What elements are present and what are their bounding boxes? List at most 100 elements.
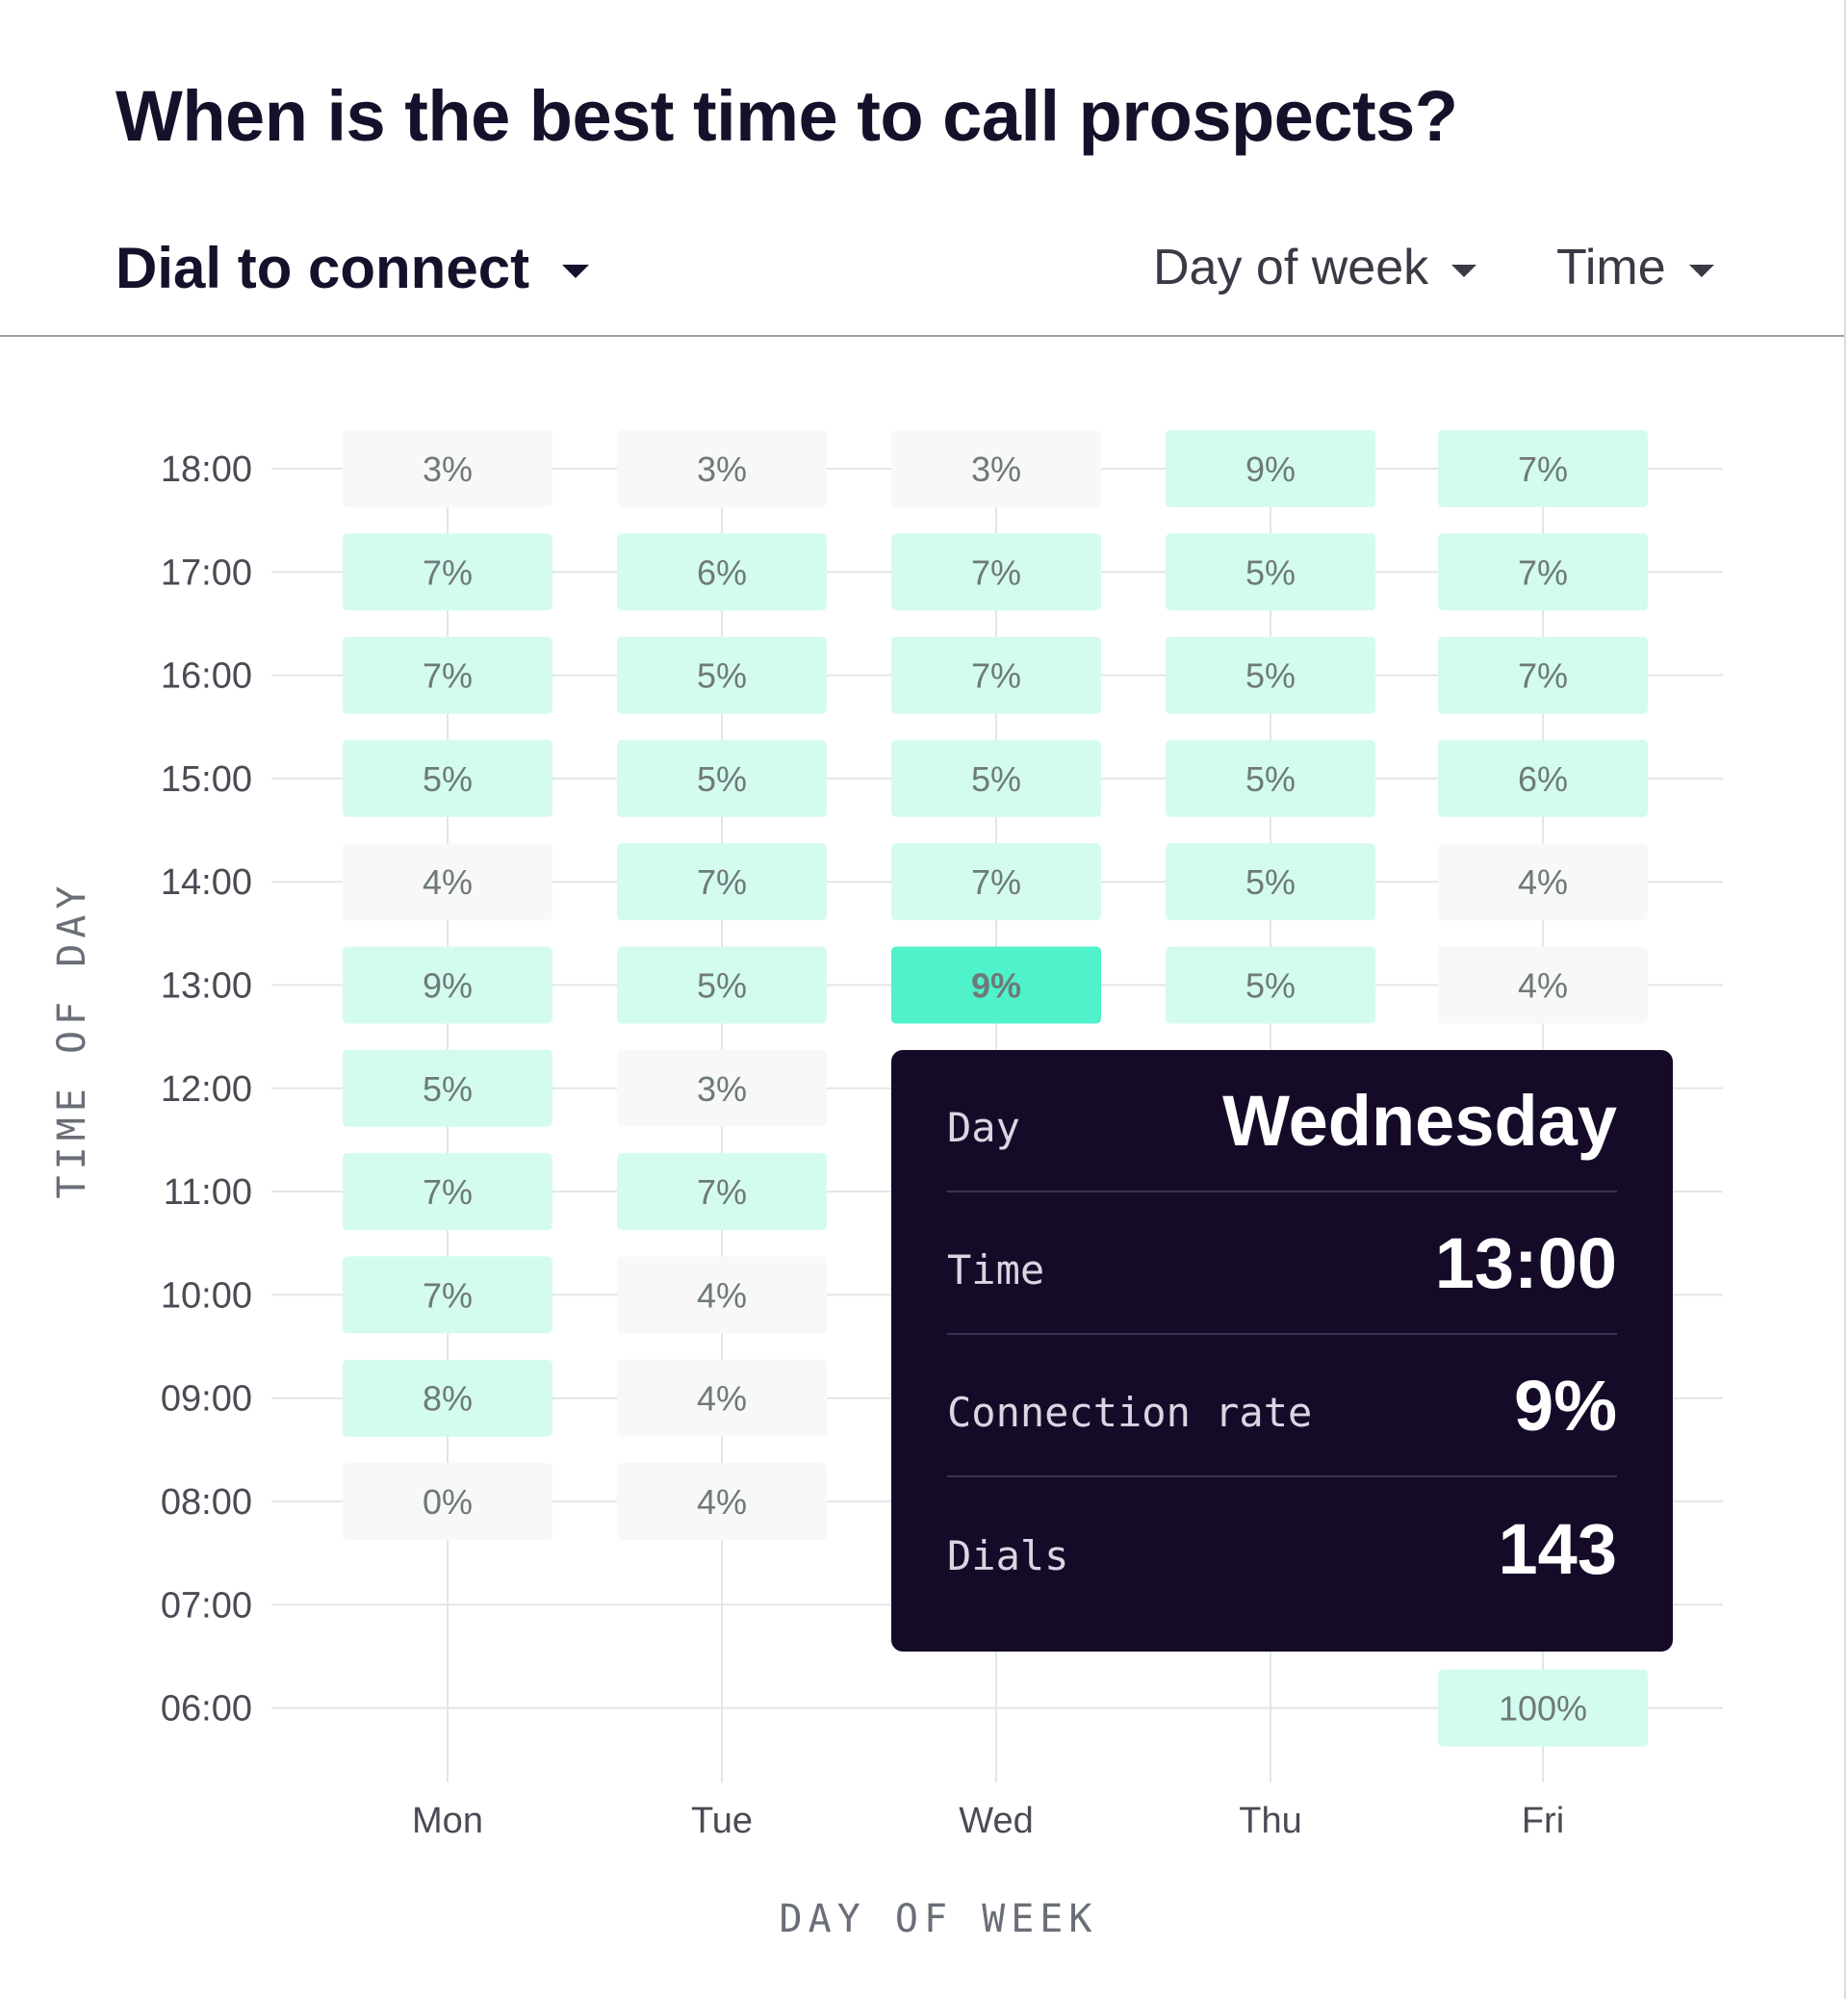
caret-down-icon	[1688, 264, 1714, 277]
cell-value-label: 5%	[1245, 759, 1296, 799]
y-tick-label: 06:00	[161, 1689, 252, 1730]
cell-value-label: 7%	[971, 656, 1021, 696]
y-tick-label: 11:00	[164, 1172, 252, 1213]
cell-value-label: 3%	[971, 449, 1021, 489]
y-tick-label: 09:00	[161, 1379, 252, 1420]
heatmap-cell	[617, 1153, 827, 1231]
y-tick-label: 18:00	[161, 449, 252, 490]
cell-value-label: 5%	[697, 656, 747, 696]
y-tick-label: 13:00	[161, 966, 252, 1007]
heatmap-cell	[343, 1463, 552, 1540]
heatmap-cell	[1166, 533, 1375, 611]
y-tick-label: 17:00	[161, 552, 252, 593]
cell-value-label: 4%	[697, 1482, 747, 1522]
heatmap-cell	[617, 1463, 827, 1540]
cell-value-label: 7%	[423, 552, 473, 592]
time-dropdown[interactable]: Time	[1556, 239, 1714, 296]
heatmap-cell	[343, 1049, 552, 1127]
heatmap-cell	[1438, 946, 1648, 1024]
y-tick-label: 07:00	[161, 1585, 252, 1626]
tooltip-label: Connection rate	[947, 1388, 1313, 1436]
heatmap-cell	[1166, 946, 1375, 1024]
cell-value-label: 5%	[423, 1069, 473, 1109]
heatmap-cell	[343, 1256, 552, 1334]
tooltip-value: 143	[1498, 1508, 1617, 1589]
heatmap-cell	[343, 946, 552, 1024]
cell-value-label: 7%	[697, 1172, 747, 1212]
heatmap-cell	[1438, 739, 1648, 817]
cell-value-label: 7%	[971, 862, 1021, 902]
tooltip-value: 9%	[1514, 1365, 1617, 1446]
cell-value-label: 7%	[423, 1275, 473, 1315]
cell-value-label: 100%	[1499, 1689, 1587, 1729]
heatmap-cell	[343, 843, 552, 921]
heatmap-cell	[617, 1256, 827, 1334]
heatmap-cell	[617, 636, 827, 714]
y-axis-title: TIME OF DAY	[50, 881, 94, 1199]
heatmap-cell	[343, 533, 552, 611]
heatmap-cell	[343, 1359, 552, 1437]
heatmap-cell	[891, 636, 1101, 714]
heatmap-cell	[617, 430, 827, 507]
cell-value-label: 9%	[1245, 449, 1296, 489]
tooltip-row-day: Day Wednesday	[947, 1050, 1617, 1192]
cell-value-label: 5%	[697, 966, 747, 1006]
header-divider	[0, 335, 1844, 337]
chart-controls: Dial to connect Day of week Time	[0, 221, 1844, 337]
tooltip-row-connection-rate: Connection rate 9%	[947, 1335, 1617, 1477]
metric-dropdown[interactable]: Dial to connect	[116, 235, 590, 301]
day-of-week-dropdown[interactable]: Day of week	[1153, 239, 1477, 296]
cell-value-label: 7%	[1518, 552, 1568, 592]
tooltip-label: Dials	[947, 1531, 1069, 1579]
x-tick-label: Fri	[1522, 1801, 1564, 1841]
cell-value-label: 6%	[697, 552, 747, 592]
cell-tooltip: Day Wednesday Time 13:00 Connection rate…	[891, 1050, 1673, 1652]
cell-value-label: 3%	[423, 449, 473, 489]
cell-value-label: 4%	[697, 1379, 747, 1419]
cell-value-label: 7%	[1518, 449, 1568, 489]
cell-value-label: 7%	[697, 862, 747, 902]
tooltip-value: Wednesday	[1222, 1080, 1617, 1161]
x-tick-label: Thu	[1239, 1801, 1301, 1841]
tooltip-value: 13:00	[1434, 1222, 1617, 1303]
caret-down-icon	[1451, 264, 1477, 277]
heatmap-cell	[617, 843, 827, 921]
metric-dropdown-label: Dial to connect	[116, 236, 530, 300]
x-tick-label: Wed	[959, 1801, 1033, 1841]
cell-value-label: 9%	[423, 966, 473, 1006]
cell-value-label: 5%	[697, 759, 747, 799]
tooltip-label: Time	[947, 1245, 1045, 1294]
cell-value-label: 3%	[697, 449, 747, 489]
heatmap-cell	[343, 1153, 552, 1231]
cell-value-label: 4%	[1518, 862, 1568, 902]
cell-value-label: 5%	[1245, 656, 1296, 696]
cell-value-label: 5%	[1245, 966, 1296, 1006]
heatmap-cell	[891, 946, 1101, 1024]
time-dropdown-label: Time	[1556, 240, 1666, 295]
y-tick-label: 16:00	[161, 656, 252, 697]
cell-value-label: 7%	[423, 656, 473, 696]
cell-value-label: 4%	[1518, 966, 1568, 1006]
heatmap-cell	[1438, 1669, 1648, 1747]
heatmap-cell	[1438, 430, 1648, 507]
cell-value-label: 7%	[1518, 656, 1568, 696]
y-tick-label: 15:00	[161, 759, 252, 800]
x-tick-label: Tue	[691, 1801, 753, 1841]
heatmap-cell	[1166, 739, 1375, 817]
cell-value-label: 5%	[1245, 552, 1296, 592]
heatmap-cell	[1438, 636, 1648, 714]
tooltip-row-time: Time 13:00	[947, 1192, 1617, 1335]
cell-value-label: 9%	[971, 966, 1021, 1006]
cell-value-label: 0%	[423, 1482, 473, 1522]
x-axis-title: DAY OF WEEK	[780, 1897, 1098, 1941]
heatmap-cell	[617, 1049, 827, 1127]
cell-value-label: 5%	[971, 759, 1021, 799]
heatmap-cell	[617, 533, 827, 611]
heatmap-cell	[343, 739, 552, 817]
heatmap-cell	[891, 739, 1101, 817]
cell-value-label: 7%	[423, 1172, 473, 1212]
x-tick-label: Mon	[412, 1801, 483, 1841]
y-tick-label: 14:00	[161, 862, 252, 903]
heatmap-cell	[891, 533, 1101, 611]
cell-value-label: 8%	[423, 1379, 473, 1419]
